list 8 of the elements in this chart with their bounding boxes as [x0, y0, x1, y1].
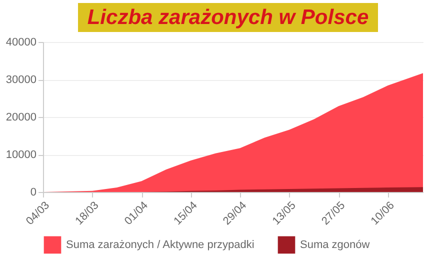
- y-tick-label: 30000: [6, 74, 36, 86]
- chart-title: Liczba zarażonych w Polsce: [78, 3, 378, 33]
- y-tick-label: 0: [30, 186, 36, 198]
- legend-label: Suma zgonów: [300, 238, 370, 251]
- y-tick-label: 10000: [6, 149, 36, 161]
- legend-label: Suma zarażonych / Aktywne przypadki: [66, 238, 254, 251]
- y-tick-label: 40000: [6, 36, 36, 48]
- y-tick-label: 20000: [6, 112, 36, 124]
